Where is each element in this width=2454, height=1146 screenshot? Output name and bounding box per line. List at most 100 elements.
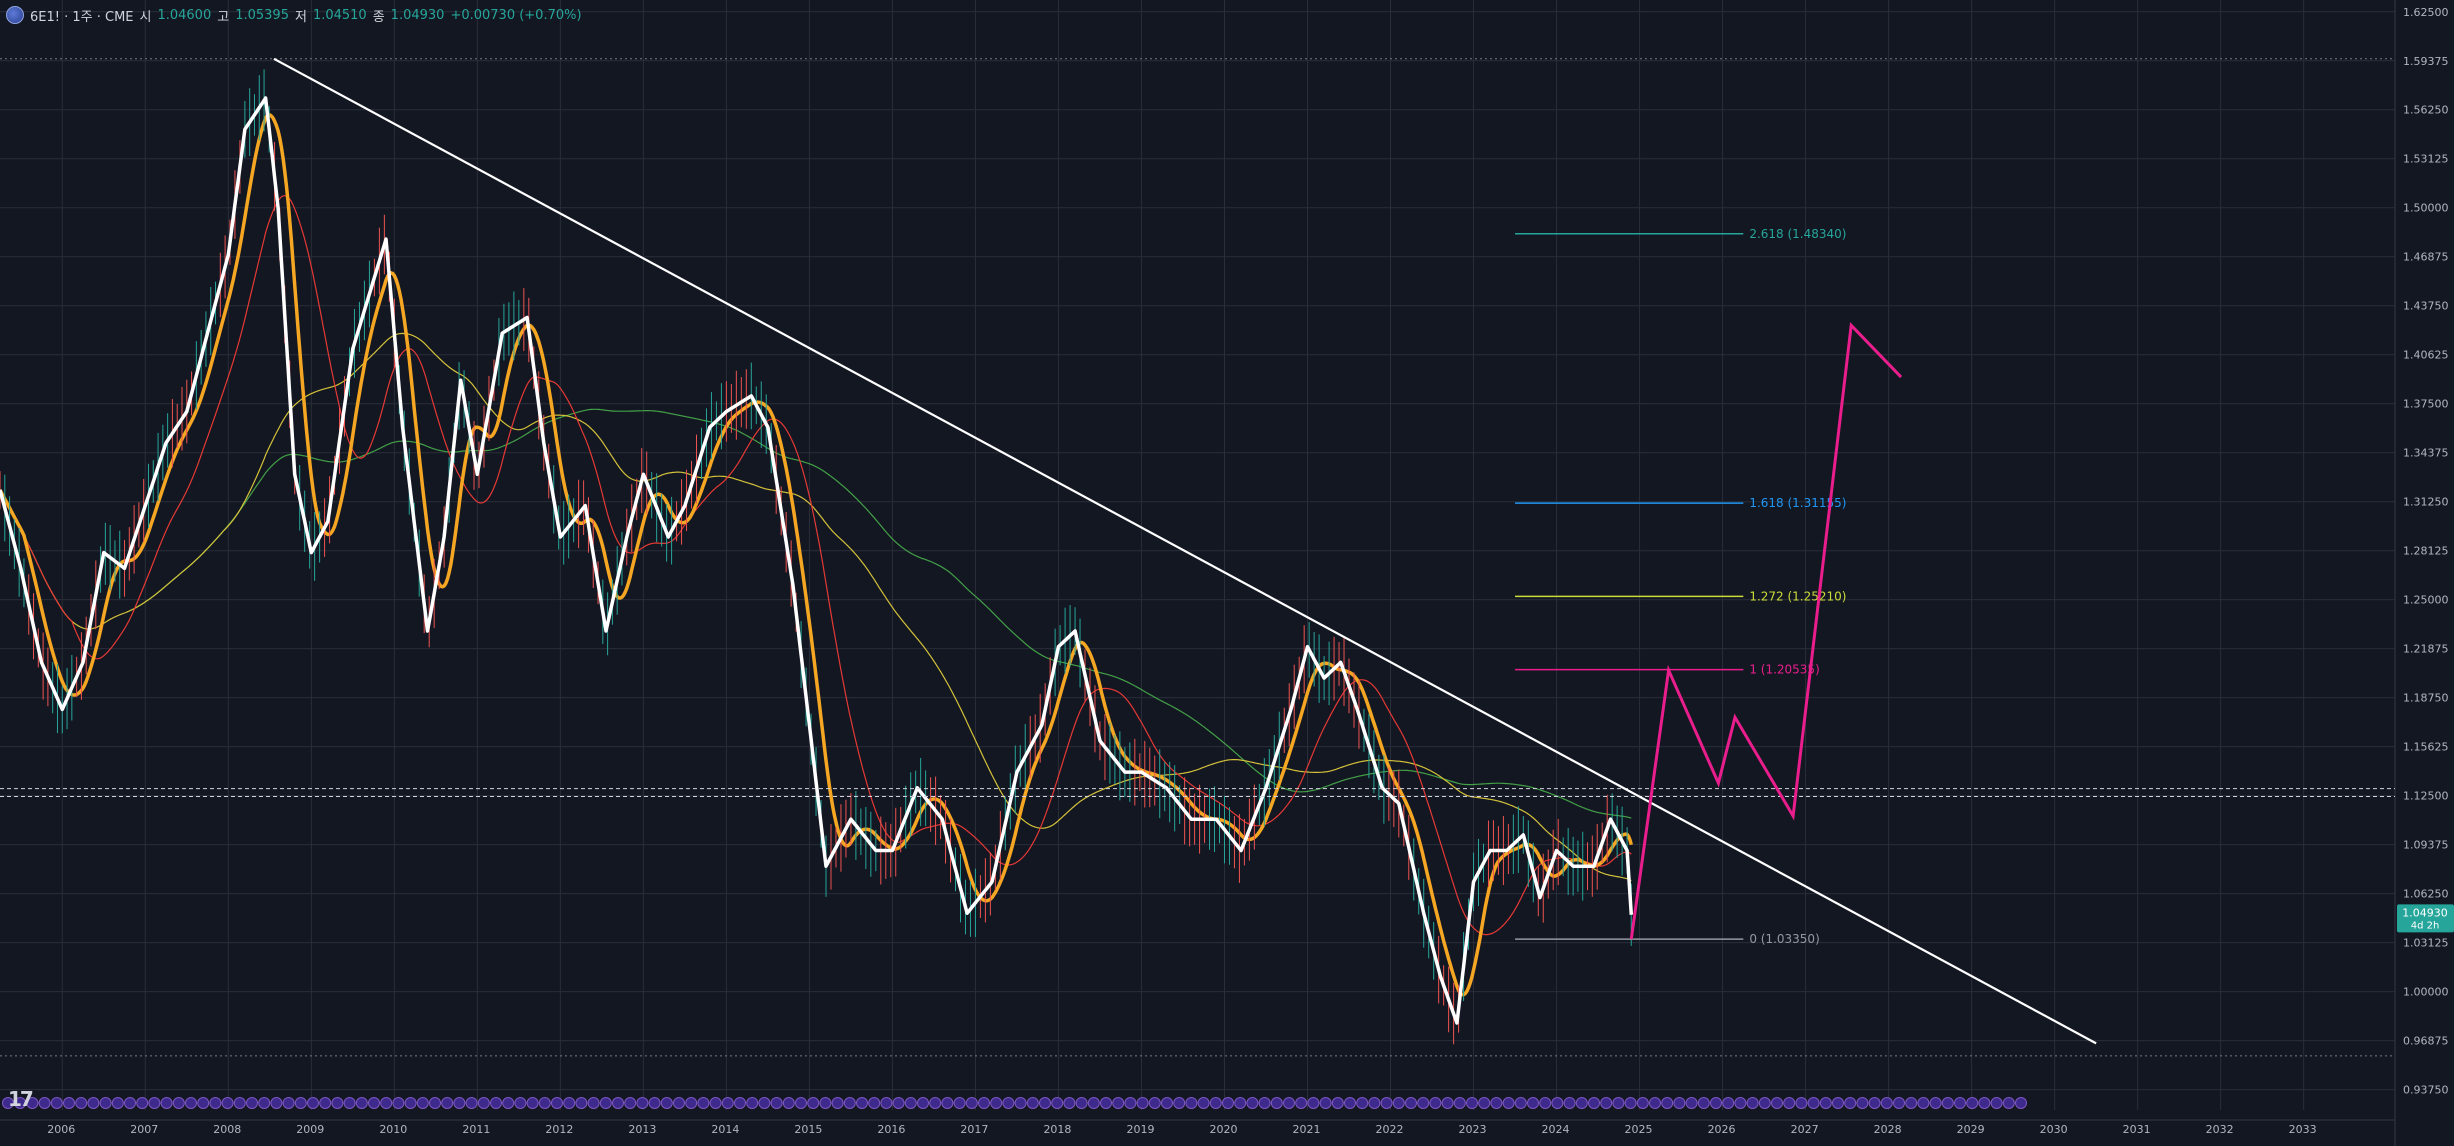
symbol-name[interactable]: 6E1! · 1주 · CME — [30, 9, 134, 25]
y-tick-label: 0.96875 — [2403, 1035, 2449, 1048]
event-marker-icon — [380, 1097, 393, 1109]
event-marker-icon — [758, 1097, 771, 1109]
event-marker-icon — [343, 1097, 356, 1109]
event-marker-icon — [1929, 1097, 1942, 1109]
event-marker-icon — [1087, 1097, 1100, 1109]
x-tick-label: 2029 — [1957, 1123, 1985, 1136]
event-marker-icon — [929, 1097, 942, 1109]
y-tick-label: 1.15625 — [2403, 741, 2449, 754]
event-marker-icon — [1807, 1097, 1820, 1109]
event-marker-icon — [368, 1097, 380, 1109]
event-marker-icon — [1868, 1097, 1881, 1109]
event-marker-icon — [1649, 1097, 1661, 1109]
event-marker-icon — [1075, 1097, 1088, 1109]
event-marker-icon — [1905, 1097, 1918, 1109]
event-marker-icon — [404, 1097, 417, 1109]
x-tick-label: 2011 — [462, 1123, 490, 1136]
event-marker-icon — [429, 1097, 441, 1109]
event-marker-icon — [904, 1097, 917, 1109]
event-marker-icon — [1661, 1097, 1674, 1109]
event-marker-icon — [636, 1097, 649, 1109]
projection-path — [1629, 321, 1903, 940]
event-marker-icon — [221, 1097, 234, 1109]
event-marker-icon — [1746, 1097, 1759, 1109]
y-tick-label: 1.00000 — [2403, 986, 2449, 999]
x-tick-label: 2018 — [1043, 1123, 1071, 1136]
event-marker-icon — [1539, 1097, 1552, 1109]
event-marker-icon — [1283, 1097, 1295, 1109]
event-marker-icon — [294, 1097, 307, 1109]
event-marker-icon — [270, 1097, 283, 1109]
event-marker-icon — [880, 1097, 893, 1109]
x-tick-label: 2009 — [296, 1123, 324, 1136]
event-marker-icon — [587, 1097, 600, 1109]
x-tick-label: 2022 — [1376, 1123, 1404, 1136]
event-marker-icon — [209, 1097, 222, 1109]
high-label: 고 — [217, 9, 230, 25]
event-marker-icon — [1380, 1097, 1393, 1109]
y-tick-label: 1.46875 — [2403, 251, 2449, 264]
x-tick-label: 2025 — [1625, 1123, 1653, 1136]
fib-level-label: 1.618 (1.31155) — [1749, 496, 1846, 510]
event-marker-icon — [2, 1097, 14, 1109]
x-tick-label: 2020 — [1209, 1123, 1237, 1136]
event-marker-icon — [795, 1097, 807, 1109]
low-label: 저 — [294, 9, 307, 25]
event-marker-icon — [392, 1097, 405, 1109]
event-marker-icon — [185, 1097, 197, 1109]
event-marker-icon — [465, 1097, 478, 1109]
y-tick-label: 1.28125 — [2403, 545, 2449, 558]
event-marker-icon — [1941, 1097, 1954, 1109]
y-tick-label: 1.09375 — [2403, 839, 2449, 852]
event-marker-icon — [709, 1097, 722, 1109]
ma-yellow-line — [15, 332, 1632, 882]
event-marker-icon — [551, 1097, 563, 1109]
event-marker-icon — [1819, 1097, 1832, 1109]
x-tick-label: 2023 — [1459, 1123, 1487, 1136]
event-marker-icon — [477, 1097, 490, 1109]
tradingview-logo-icon[interactable]: 17 — [8, 1087, 34, 1111]
event-marker-icon — [660, 1097, 673, 1109]
x-tick-label: 2028 — [1874, 1123, 1902, 1136]
event-marker-icon — [1100, 1097, 1112, 1109]
price-line — [0, 96, 1634, 1025]
y-tick-label: 1.06250 — [2403, 888, 2449, 901]
event-marker-icon — [1624, 1097, 1637, 1109]
event-marker-icon — [441, 1097, 454, 1109]
event-marker-icon — [502, 1097, 515, 1109]
event-marker-icon — [1026, 1097, 1039, 1109]
event-marker-icon — [514, 1097, 527, 1109]
euro-flag-icon — [6, 6, 24, 24]
event-marker-icon — [1575, 1097, 1588, 1109]
event-marker-icon — [965, 1097, 978, 1109]
y-tick-label: 1.25000 — [2403, 594, 2449, 607]
event-marker-icon — [770, 1097, 783, 1109]
event-marker-icon — [1453, 1097, 1466, 1109]
y-tick-label: 1.59375 — [2403, 55, 2449, 68]
event-marker-icon — [172, 1097, 185, 1109]
event-marker-icon — [490, 1097, 502, 1109]
event-marker-icon — [1405, 1097, 1417, 1109]
x-tick-label: 2006 — [47, 1123, 75, 1136]
x-tick-label: 2016 — [877, 1123, 905, 1136]
event-marker-icon — [233, 1097, 246, 1109]
event-marker-icon — [1563, 1097, 1576, 1109]
change-value: +0.00730 (+0.70%) — [450, 7, 582, 23]
event-marker-icon — [416, 1097, 429, 1109]
event-marker-icon — [1588, 1097, 1600, 1109]
event-marker-icon — [892, 1097, 905, 1109]
trendline — [273, 57, 2097, 1045]
event-marker-icon — [1222, 1097, 1234, 1109]
event-marker-icon — [1112, 1097, 1125, 1109]
event-marker-icon — [1246, 1097, 1259, 1109]
event-marker-icon — [782, 1097, 795, 1109]
event-marker-icon — [99, 1097, 112, 1109]
x-tick-label: 2030 — [2040, 1123, 2068, 1136]
event-marker-icon — [1954, 1097, 1966, 1109]
open-value: 1.04600 — [157, 7, 212, 23]
ma-green-line — [127, 408, 1632, 819]
event-marker-icon — [843, 1097, 856, 1109]
x-tick-label: 2014 — [711, 1123, 739, 1136]
event-marker-icon — [160, 1097, 173, 1109]
